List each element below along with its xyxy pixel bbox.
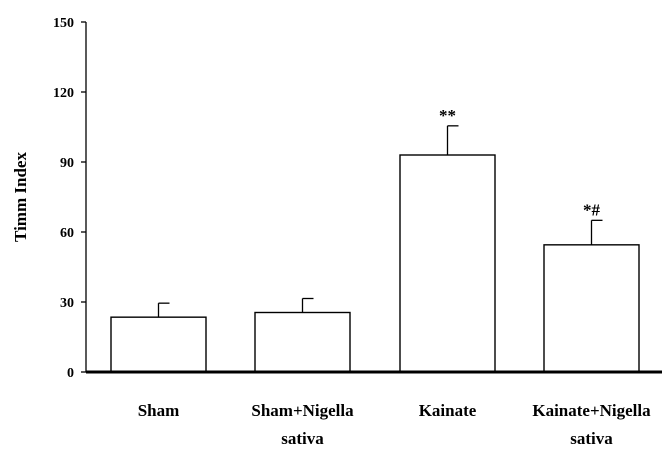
y-tick-label: 90: [60, 156, 74, 171]
bar: [399, 154, 496, 373]
x-category-label-line: sativa: [281, 429, 324, 448]
x-category-label-line: Sham: [138, 401, 180, 420]
bar: [254, 311, 351, 373]
significance-annotations: ** *#: [439, 106, 601, 219]
y-tick-label: 30: [60, 296, 74, 311]
category-labels: Sham Sham+Nigella sativa Kainate Kainate+Nig…: [138, 401, 651, 448]
significance-annotation: **: [439, 106, 456, 125]
x-category-label-line: sativa: [570, 429, 613, 448]
significance-annotation: *#: [583, 200, 601, 219]
x-category-label: Kainate+Nigella sativa: [532, 401, 651, 448]
x-category-label: Sham+Nigella sativa: [251, 401, 354, 448]
y-axis: 0 30 60 90 120 150: [53, 16, 87, 381]
x-category-label-line: Sham+Nigella: [251, 401, 354, 420]
x-category-label: Kainate: [419, 401, 477, 420]
y-axis-title: Timm Index: [11, 152, 30, 242]
y-tick-label: 60: [60, 226, 74, 241]
error-bars: [157, 125, 603, 318]
y-tick-label: 150: [53, 16, 74, 31]
x-category-label: Sham: [138, 401, 180, 420]
x-category-label-line: Kainate+Nigella: [532, 401, 651, 420]
bar: [543, 244, 640, 373]
y-tick-label: 0: [67, 366, 74, 381]
y-tick-label: 120: [53, 86, 74, 101]
bars: [110, 154, 640, 373]
bar: [110, 316, 207, 373]
x-category-label-line: Kainate: [419, 401, 477, 420]
